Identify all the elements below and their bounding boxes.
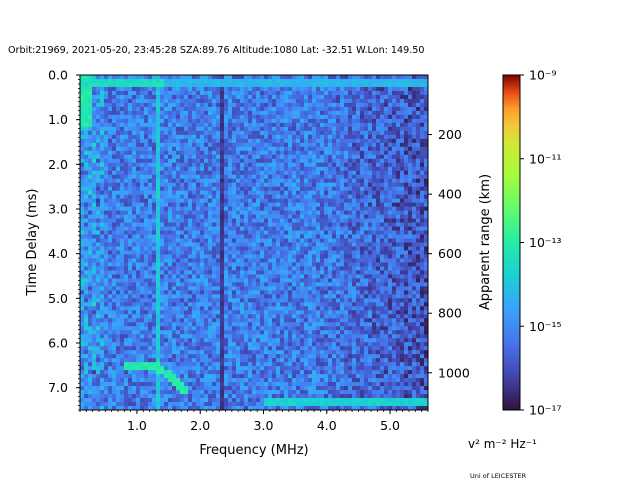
y2-tick-label: 800 [438,306,462,321]
colorbar-tick-label: 10⁻⁹ [529,68,557,83]
colorbar [502,74,521,411]
colorbar-unit-label: v² m⁻² Hz⁻¹ [468,437,537,451]
x-tick-label: 4.0 [317,418,337,433]
credit-text: Uni of LEICESTER [470,472,527,480]
y-tick-label: 1.0 [48,112,68,127]
x-tick-label: 3.0 [254,418,274,433]
y-tick-label: 0.0 [48,68,68,83]
y-tick-label: 2.0 [48,157,68,172]
y-tick-label: 6.0 [48,336,68,351]
x-tick-label: 1.0 [127,418,147,433]
y-tick-label: 4.0 [48,246,68,261]
y2-tick-label: 600 [438,246,462,261]
y2-tick-label: 1000 [438,365,470,380]
x-tick-label: 5.0 [380,418,400,433]
colorbar-axis: 10⁻⁹ 10⁻¹¹ 10⁻¹³ 10⁻¹⁵ 10⁻¹⁷ [520,68,562,418]
x-axis: 1.0 2.0 3.0 4.0 5.0 [79,410,429,433]
y-tick-label: 3.0 [48,202,68,217]
colorbar-tick-label: 10⁻¹¹ [529,151,562,166]
y2-axis: 200 400 600 800 1000 [428,127,470,380]
y2-tick-label: 400 [438,187,462,202]
plot-frame [79,74,429,411]
y2-axis-label: Apparent range (km) [478,174,493,310]
colorbar-tick-label: 10⁻¹³ [529,235,562,250]
y-axis: 0.0 1.0 2.0 3.0 4.0 5.0 6.0 7.0 [48,68,80,411]
x-tick-label: 2.0 [190,418,210,433]
x-axis-label: Frequency (MHz) [199,443,308,458]
y2-tick-label: 200 [438,127,462,142]
y-tick-label: 7.0 [48,380,68,395]
y-axis-label: Time Delay (ms) [25,189,40,297]
heatmap-cells [80,75,429,411]
y-tick-label: 5.0 [48,291,68,306]
chart-title: Orbit:21969, 2021-05-20, 23:45:28 SZA:89… [8,45,425,56]
colorbar-tick-label: 10⁻¹⁷ [529,403,562,418]
colorbar-tick-label: 10⁻¹⁵ [529,319,562,334]
